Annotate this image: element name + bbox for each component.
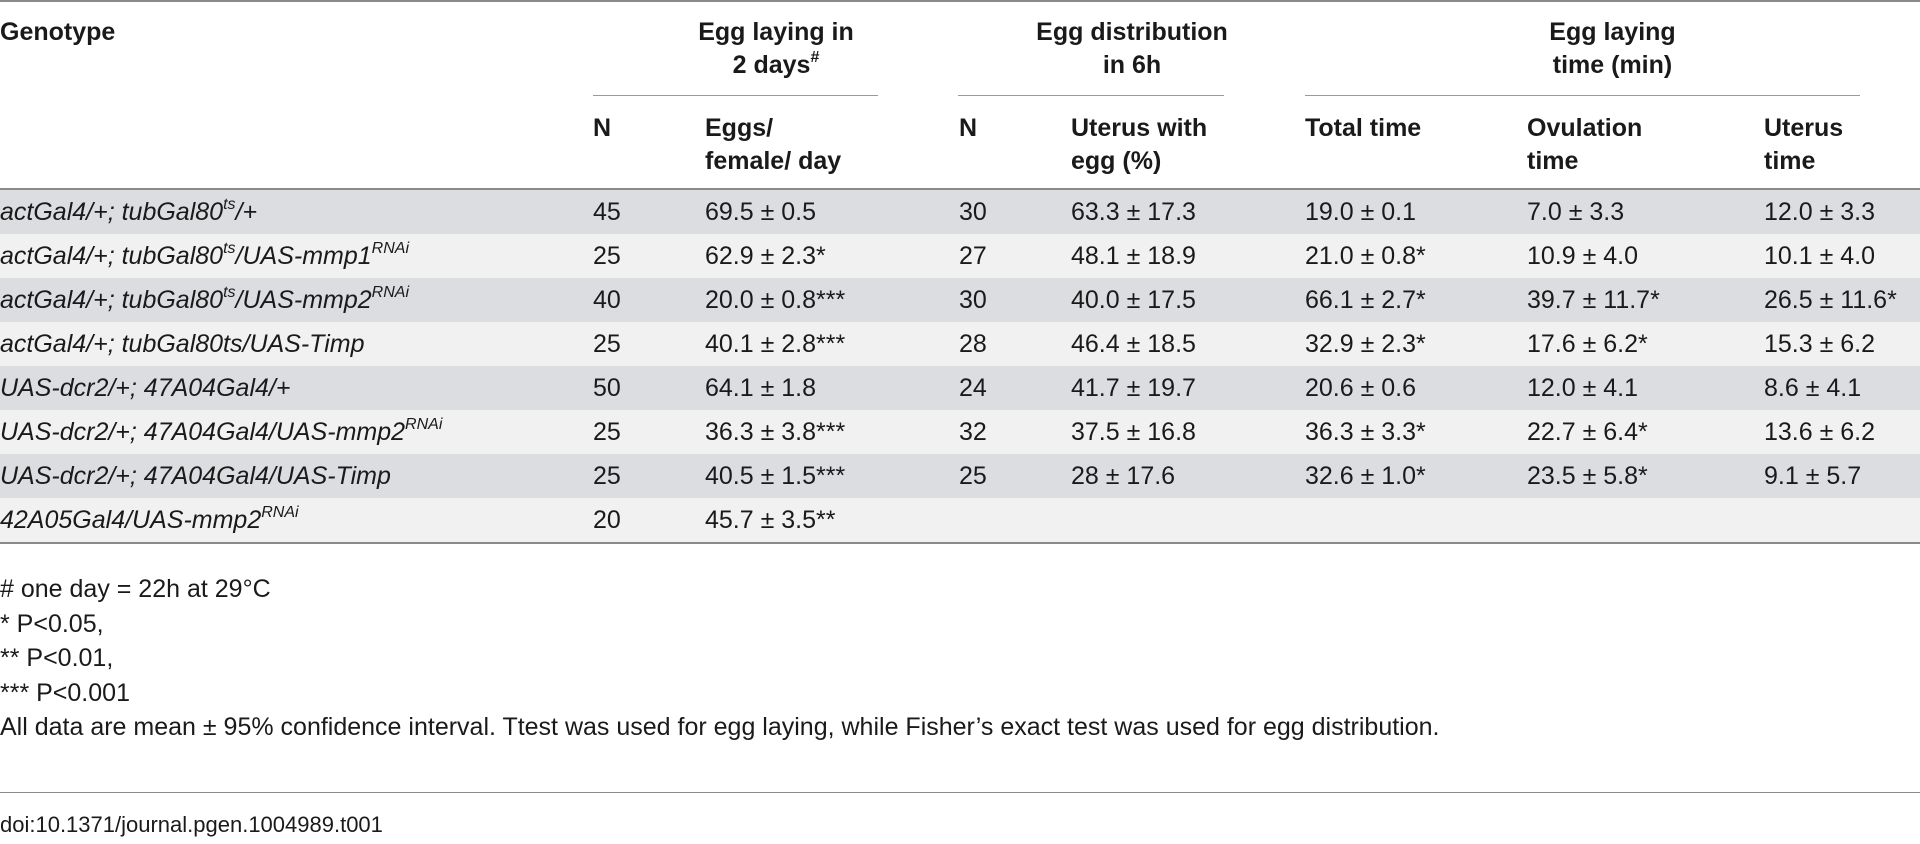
header-n2: N: [959, 114, 978, 142]
table-row: actGal4/+; tubGal80ts/UAS-Timp 25 40.1 ±…: [0, 322, 1920, 366]
genotype-cell: UAS-dcr2/+; 47A04Gal4/UAS-mmp2RNAi: [0, 410, 593, 454]
genotype-cell: UAS-dcr2/+; 47A04Gal4/+: [0, 366, 593, 410]
n2-cell: 30: [959, 190, 1071, 234]
total-cell: 32.9 ± 2.3*: [1305, 322, 1527, 366]
n1-cell: 20: [593, 498, 705, 543]
ovulation-cell: [1527, 498, 1764, 543]
uterus-cell: 40.0 ± 17.5: [1071, 278, 1305, 322]
eggs-cell: 62.9 ± 2.3*: [705, 234, 959, 278]
table-row: actGal4/+; tubGal80ts/+ 45 69.5 ± 0.5 30…: [0, 190, 1920, 234]
genotype-cell: 42A05Gal4/UAS-mmp2RNAi: [0, 498, 593, 543]
table-footnotes: # one day = 22h at 29°C * P<0.05, ** P<0…: [0, 572, 1920, 745]
ovulation-cell: 7.0 ± 3.3: [1527, 190, 1764, 234]
uterus-time-cell: 9.1 ± 5.7: [1764, 454, 1920, 498]
uterus-cell: 48.1 ± 18.9: [1071, 234, 1305, 278]
uterus-time-cell: [1764, 498, 1920, 543]
header-ovulation-time: Ovulation time: [1527, 114, 1643, 175]
doi-link[interactable]: doi:10.1371/journal.pgen.1004989.t001: [0, 812, 383, 837]
uterus-time-cell: 26.5 ± 11.6*: [1764, 278, 1920, 322]
ovulation-cell: 22.7 ± 6.4*: [1527, 410, 1764, 454]
uterus-cell: 41.7 ± 19.7: [1071, 366, 1305, 410]
header-blank: [0, 98, 593, 189]
footnote: *** P<0.001: [0, 678, 130, 707]
header-genotype: Genotype: [0, 18, 116, 46]
ovulation-cell: 12.0 ± 4.1: [1527, 366, 1764, 410]
group-underline: [1305, 95, 1860, 96]
uterus-cell: 28 ± 17.6: [1071, 454, 1305, 498]
ovulation-cell: 39.7 ± 11.7*: [1527, 278, 1764, 322]
total-cell: 20.6 ± 0.6: [1305, 366, 1527, 410]
table-row: actGal4/+; tubGal80ts/UAS-mmp1RNAi 25 62…: [0, 234, 1920, 278]
genotype-cell: UAS-dcr2/+; 47A04Gal4/UAS-Timp: [0, 454, 593, 498]
uterus-time-cell: 13.6 ± 6.2: [1764, 410, 1920, 454]
n2-cell: 28: [959, 322, 1071, 366]
group-underline: [958, 95, 1224, 96]
n2-cell: 25: [959, 454, 1071, 498]
n1-cell: 25: [593, 322, 705, 366]
eggs-cell: 36.3 ± 3.8***: [705, 410, 959, 454]
n2-cell: 32: [959, 410, 1071, 454]
table-row: UAS-dcr2/+; 47A04Gal4/UAS-Timp 25 40.5 ±…: [0, 454, 1920, 498]
header-uterus-time: Uterus time: [1764, 114, 1844, 175]
header-egg-distribution: Egg distribution in 6h: [1036, 18, 1228, 79]
eggs-cell: 45.7 ± 3.5**: [705, 498, 959, 543]
footnote: All data are mean ± 95% confidence inter…: [0, 713, 1440, 741]
total-cell: 21.0 ± 0.8*: [1305, 234, 1527, 278]
total-cell: [1305, 498, 1527, 543]
group-underline: [593, 95, 878, 96]
footnote: * P<0.05,: [0, 609, 104, 638]
eggs-cell: 64.1 ± 1.8: [705, 366, 959, 410]
uterus-cell: 37.5 ± 16.8: [1071, 410, 1305, 454]
header-eggs-per-female: Eggs/female/ day: [705, 114, 842, 175]
n2-cell: 27: [959, 234, 1071, 278]
table-row: UAS-dcr2/+; 47A04Gal4/UAS-mmp2RNAi 25 36…: [0, 410, 1920, 454]
header-total-time: Total time: [1305, 114, 1422, 142]
footnote: ** P<0.01,: [0, 644, 114, 672]
data-table: Genotype Egg laying in 2 days# Egg distr…: [0, 0, 1920, 545]
uterus-time-cell: 8.6 ± 4.1: [1764, 366, 1920, 410]
ovulation-cell: 10.9 ± 4.0: [1527, 234, 1764, 278]
ovulation-cell: 23.5 ± 5.8*: [1527, 454, 1764, 498]
n2-cell: [959, 498, 1071, 543]
genotype-cell: actGal4/+; tubGal80ts/UAS-Timp: [0, 322, 593, 366]
genotype-cell: actGal4/+; tubGal80ts/UAS-mmp1RNAi: [0, 234, 593, 278]
uterus-cell: 46.4 ± 18.5: [1071, 322, 1305, 366]
total-cell: 19.0 ± 0.1: [1305, 190, 1527, 234]
n1-cell: 45: [593, 190, 705, 234]
header-uterus-with-egg: Uterus with egg (%): [1071, 114, 1208, 175]
eggs-cell: 40.5 ± 1.5***: [705, 454, 959, 498]
genotype-cell: actGal4/+; tubGal80ts/UAS-mmp2RNAi: [0, 278, 593, 322]
table-row: actGal4/+; tubGal80ts/UAS-mmp2RNAi 40 20…: [0, 278, 1920, 322]
total-cell: 36.3 ± 3.3*: [1305, 410, 1527, 454]
n1-cell: 50: [593, 366, 705, 410]
doi-divider: [0, 792, 1920, 793]
n1-cell: 25: [593, 234, 705, 278]
genotype-cell: actGal4/+; tubGal80ts/+: [0, 190, 593, 234]
table-row: UAS-dcr2/+; 47A04Gal4/+ 50 64.1 ± 1.8 24…: [0, 366, 1920, 410]
header-egg-laying-time: Egg laying time (min): [1549, 18, 1676, 79]
uterus-cell: 63.3 ± 17.3: [1071, 190, 1305, 234]
n2-cell: 30: [959, 278, 1071, 322]
uterus-time-cell: 10.1 ± 4.0: [1764, 234, 1920, 278]
header-row-columns: N Eggs/female/ day N Uterus with egg (%) …: [0, 98, 1920, 189]
n1-cell: 40: [593, 278, 705, 322]
footnote: # one day = 22h at 29°C: [0, 575, 271, 603]
uterus-cell: [1071, 498, 1305, 543]
eggs-cell: 69.5 ± 0.5: [705, 190, 959, 234]
total-cell: 66.1 ± 2.7*: [1305, 278, 1527, 322]
n2-cell: 24: [959, 366, 1071, 410]
ovulation-cell: 17.6 ± 6.2*: [1527, 322, 1764, 366]
uterus-time-cell: 12.0 ± 3.3: [1764, 190, 1920, 234]
header-n1: N: [593, 114, 612, 142]
eggs-cell: 40.1 ± 2.8***: [705, 322, 959, 366]
table-row: 42A05Gal4/UAS-mmp2RNAi 20 45.7 ± 3.5**: [0, 498, 1920, 543]
uterus-time-cell: 15.3 ± 6.2: [1764, 322, 1920, 366]
header-row-groups: Genotype Egg laying in 2 days# Egg distr…: [0, 2, 1920, 98]
total-cell: 32.6 ± 1.0*: [1305, 454, 1527, 498]
header-egg-laying-2days: Egg laying in 2 days#: [698, 18, 854, 79]
eggs-cell: 20.0 ± 0.8***: [705, 278, 959, 322]
n1-cell: 25: [593, 410, 705, 454]
n1-cell: 25: [593, 454, 705, 498]
